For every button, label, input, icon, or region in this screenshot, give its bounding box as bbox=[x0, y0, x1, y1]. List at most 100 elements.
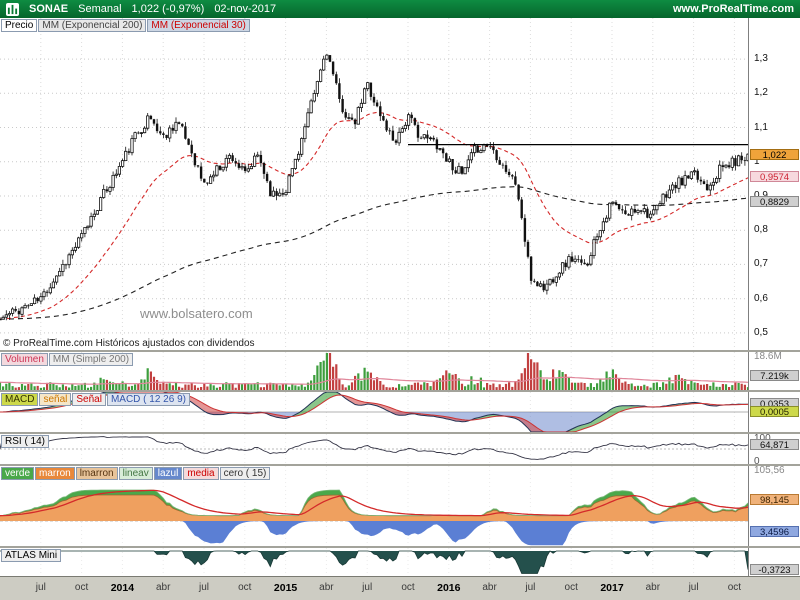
macd-panel: MACD señal Señal MACD ( 12 26 9) 0,0353 0,00… bbox=[0, 390, 800, 432]
axis-tick-0-7: 0,7 bbox=[754, 258, 768, 270]
price-plot-area[interactable]: Precio MM (Exponencial 200) MM (Exponencia… bbox=[0, 18, 748, 350]
time-tick-abr: abr bbox=[645, 582, 661, 593]
time-tick-2014: 2014 bbox=[110, 582, 135, 594]
axis-tick-0-9: 0,9 bbox=[754, 191, 768, 201]
chart-app-icon bbox=[6, 2, 19, 16]
volume-axis[interactable]: 18.6M 7.219k bbox=[748, 352, 800, 390]
axis-tick-0-5: 0,5 bbox=[754, 326, 768, 338]
axis-tick-1: 1 bbox=[754, 155, 760, 167]
watermark: www.bolsatero.com bbox=[140, 306, 253, 321]
axis-marker-0-0005: 0,0005 bbox=[750, 406, 799, 418]
indicator-label-verde[interactable]: verde bbox=[1, 467, 35, 480]
time-tick-oct: oct bbox=[74, 582, 89, 593]
copyright-note: © ProRealTime.com Históricos ajustados c… bbox=[3, 338, 255, 349]
rsi-panel: RSI ( 14) 10064,871 0 bbox=[0, 432, 800, 467]
axis-tick-18-6m: 18.6M bbox=[754, 351, 782, 362]
axis-marker-0-9574: 0,9574 bbox=[750, 170, 799, 183]
indicator-label-se-al[interactable]: señal bbox=[39, 393, 72, 406]
time-tick-jul: jul bbox=[525, 582, 536, 593]
atlas-chart[interactable] bbox=[0, 548, 748, 576]
quote-date: 02-nov-2017 bbox=[214, 3, 277, 15]
axis-marker-64-871: 64,871 bbox=[750, 439, 799, 451]
atlas-axis[interactable]: -0,3723 bbox=[748, 548, 800, 576]
axis-tick-100: 100 bbox=[754, 434, 771, 444]
indicator-label-precio[interactable]: Precio bbox=[1, 19, 38, 32]
custom-indicator-chart[interactable] bbox=[0, 466, 748, 546]
rsi-plot-area[interactable]: RSI ( 14) bbox=[0, 434, 748, 464]
atlas-panel: ATLAS Mini -0,3723 bbox=[0, 546, 800, 576]
time-tick-jul: jul bbox=[362, 582, 373, 593]
rsi-axis[interactable]: 10064,871 0 bbox=[748, 434, 800, 467]
volume-plot-area[interactable]: Volumen MM (Simple 200) bbox=[0, 352, 748, 390]
time-tick-oct: oct bbox=[238, 582, 252, 593]
quote-value: 1,022 (-0,97%) bbox=[131, 3, 205, 15]
indicator-label-cero-15[interactable]: cero ( 15) bbox=[219, 467, 271, 480]
indicator-label-se-al[interactable]: Señal bbox=[72, 393, 106, 406]
time-tick-abr: abr bbox=[482, 582, 497, 593]
time-tick-oct: oct bbox=[401, 582, 415, 593]
axis-tick-0: 0 bbox=[754, 455, 760, 467]
time-tick-2016: 2016 bbox=[437, 582, 461, 594]
rsi-chart[interactable] bbox=[0, 434, 748, 464]
indicator-label-macd-12-26-9[interactable]: MACD ( 12 26 9) bbox=[106, 393, 190, 406]
indicator-label-marron[interactable]: marron bbox=[35, 467, 75, 480]
price-chart[interactable] bbox=[0, 18, 748, 350]
axis-marker-0-3723: -0,3723 bbox=[750, 564, 799, 576]
indicator-label-mm-exponencial-200[interactable]: MM (Exponencial 200) bbox=[38, 19, 147, 32]
title-bar: SONAE Semanal 1,022 (-0,97%) 02-nov-2017… bbox=[0, 0, 800, 18]
time-tick-abr: abr bbox=[319, 582, 334, 593]
time-axis[interactable]: jul oct 2014 abr jul oct 2015 abr jul oct 2016 abr j… bbox=[0, 576, 800, 600]
axis-marker-3-4596: 3,4596 bbox=[750, 526, 799, 538]
axis-marker-0-8829: 0,8829 bbox=[750, 196, 799, 208]
axis-tick-0-8: 0,8 bbox=[754, 224, 768, 236]
axis-tick-105-56: 105,56 bbox=[754, 465, 785, 476]
axis-marker-98-145: 98,145 bbox=[750, 494, 799, 506]
indicator-label-mm-simple-200[interactable]: MM (Simple 200) bbox=[48, 353, 134, 366]
volume-indicator-labels: Volumen MM (Simple 200) bbox=[1, 353, 134, 366]
axis-marker-7-219k: 7.219k bbox=[750, 370, 799, 382]
macd-axis[interactable]: 0,0353 0,0005 bbox=[748, 392, 800, 432]
axis-tick-1-1: 1,1 bbox=[754, 121, 768, 133]
indicator-label-volumen[interactable]: Volumen bbox=[1, 353, 48, 366]
time-tick-oct: oct bbox=[727, 582, 742, 593]
price-axis[interactable]: 1,3 1,2 1,1 1 0,9 0,8 0,7 0,6 0,5 1,022 0,9574 0,88… bbox=[748, 18, 800, 350]
time-tick-oct: oct bbox=[564, 582, 578, 593]
indicator-label-macd[interactable]: MACD bbox=[1, 393, 39, 406]
symbol-name: SONAE bbox=[29, 3, 69, 15]
prorealtime-site-link[interactable]: www.ProRealTime.com bbox=[672, 3, 794, 15]
indicator-label-atlas-mini[interactable]: ATLAS Mini bbox=[1, 549, 62, 562]
atlas-plot-area[interactable]: ATLAS Mini bbox=[0, 548, 748, 576]
axis-tick-0-6: 0,6 bbox=[754, 292, 768, 304]
volume-chart[interactable] bbox=[0, 352, 748, 390]
axis-marker-1-022: 1,022 bbox=[750, 148, 799, 161]
time-tick-2017: 2017 bbox=[600, 582, 624, 594]
rsi-indicator-labels: RSI ( 14) bbox=[1, 435, 50, 448]
macd-chart[interactable] bbox=[0, 392, 748, 432]
custom-indicator-panel: verde marron lmarron lineav lazul media cero (… bbox=[0, 464, 800, 546]
time-tick-abr: abr bbox=[155, 582, 171, 593]
indicator-label-lineav[interactable]: lineav bbox=[118, 467, 153, 480]
time-tick-jul: jul bbox=[35, 582, 46, 593]
custom-plot-area[interactable]: verde marron lmarron lineav lazul media cero (… bbox=[0, 466, 748, 546]
timeframe-label: Semanal bbox=[78, 3, 122, 15]
indicator-label-mm-exponencial-30[interactable]: MM (Exponencial 30) bbox=[147, 19, 250, 32]
indicator-label-lmarron[interactable]: lmarron bbox=[75, 467, 118, 480]
time-tick-2015: 2015 bbox=[273, 582, 298, 594]
indicator-label-lazul[interactable]: lazul bbox=[153, 467, 183, 480]
indicator-label-rsi-14[interactable]: RSI ( 14) bbox=[1, 435, 50, 448]
volume-panel: Volumen MM (Simple 200) 18.6M 7.219k bbox=[0, 350, 800, 390]
macd-plot-area[interactable]: MACD señal Señal MACD ( 12 26 9) bbox=[0, 392, 748, 432]
time-tick-jul: jul bbox=[688, 582, 699, 593]
time-tick-jul: jul bbox=[198, 582, 210, 593]
candlestick-glyph bbox=[7, 4, 18, 14]
price-panel: Precio MM (Exponencial 200) MM (Exponencia… bbox=[0, 18, 800, 350]
custom-axis[interactable]: 105,56 98,145 3,4596 bbox=[748, 466, 800, 546]
axis-tick-1-3: 1,3 bbox=[754, 53, 768, 65]
indicator-label-media[interactable]: media bbox=[183, 467, 219, 480]
axis-tick-1-2: 1,2 bbox=[754, 87, 768, 99]
price-indicator-labels: Precio MM (Exponencial 200) MM (Exponencia… bbox=[1, 19, 251, 32]
macd-indicator-labels: MACD señal Señal MACD ( 12 26 9) bbox=[1, 393, 191, 406]
atlas-indicator-labels: ATLAS Mini bbox=[1, 549, 62, 562]
custom-indicator-labels: verde marron lmarron lineav lazul media cero (… bbox=[1, 467, 271, 480]
